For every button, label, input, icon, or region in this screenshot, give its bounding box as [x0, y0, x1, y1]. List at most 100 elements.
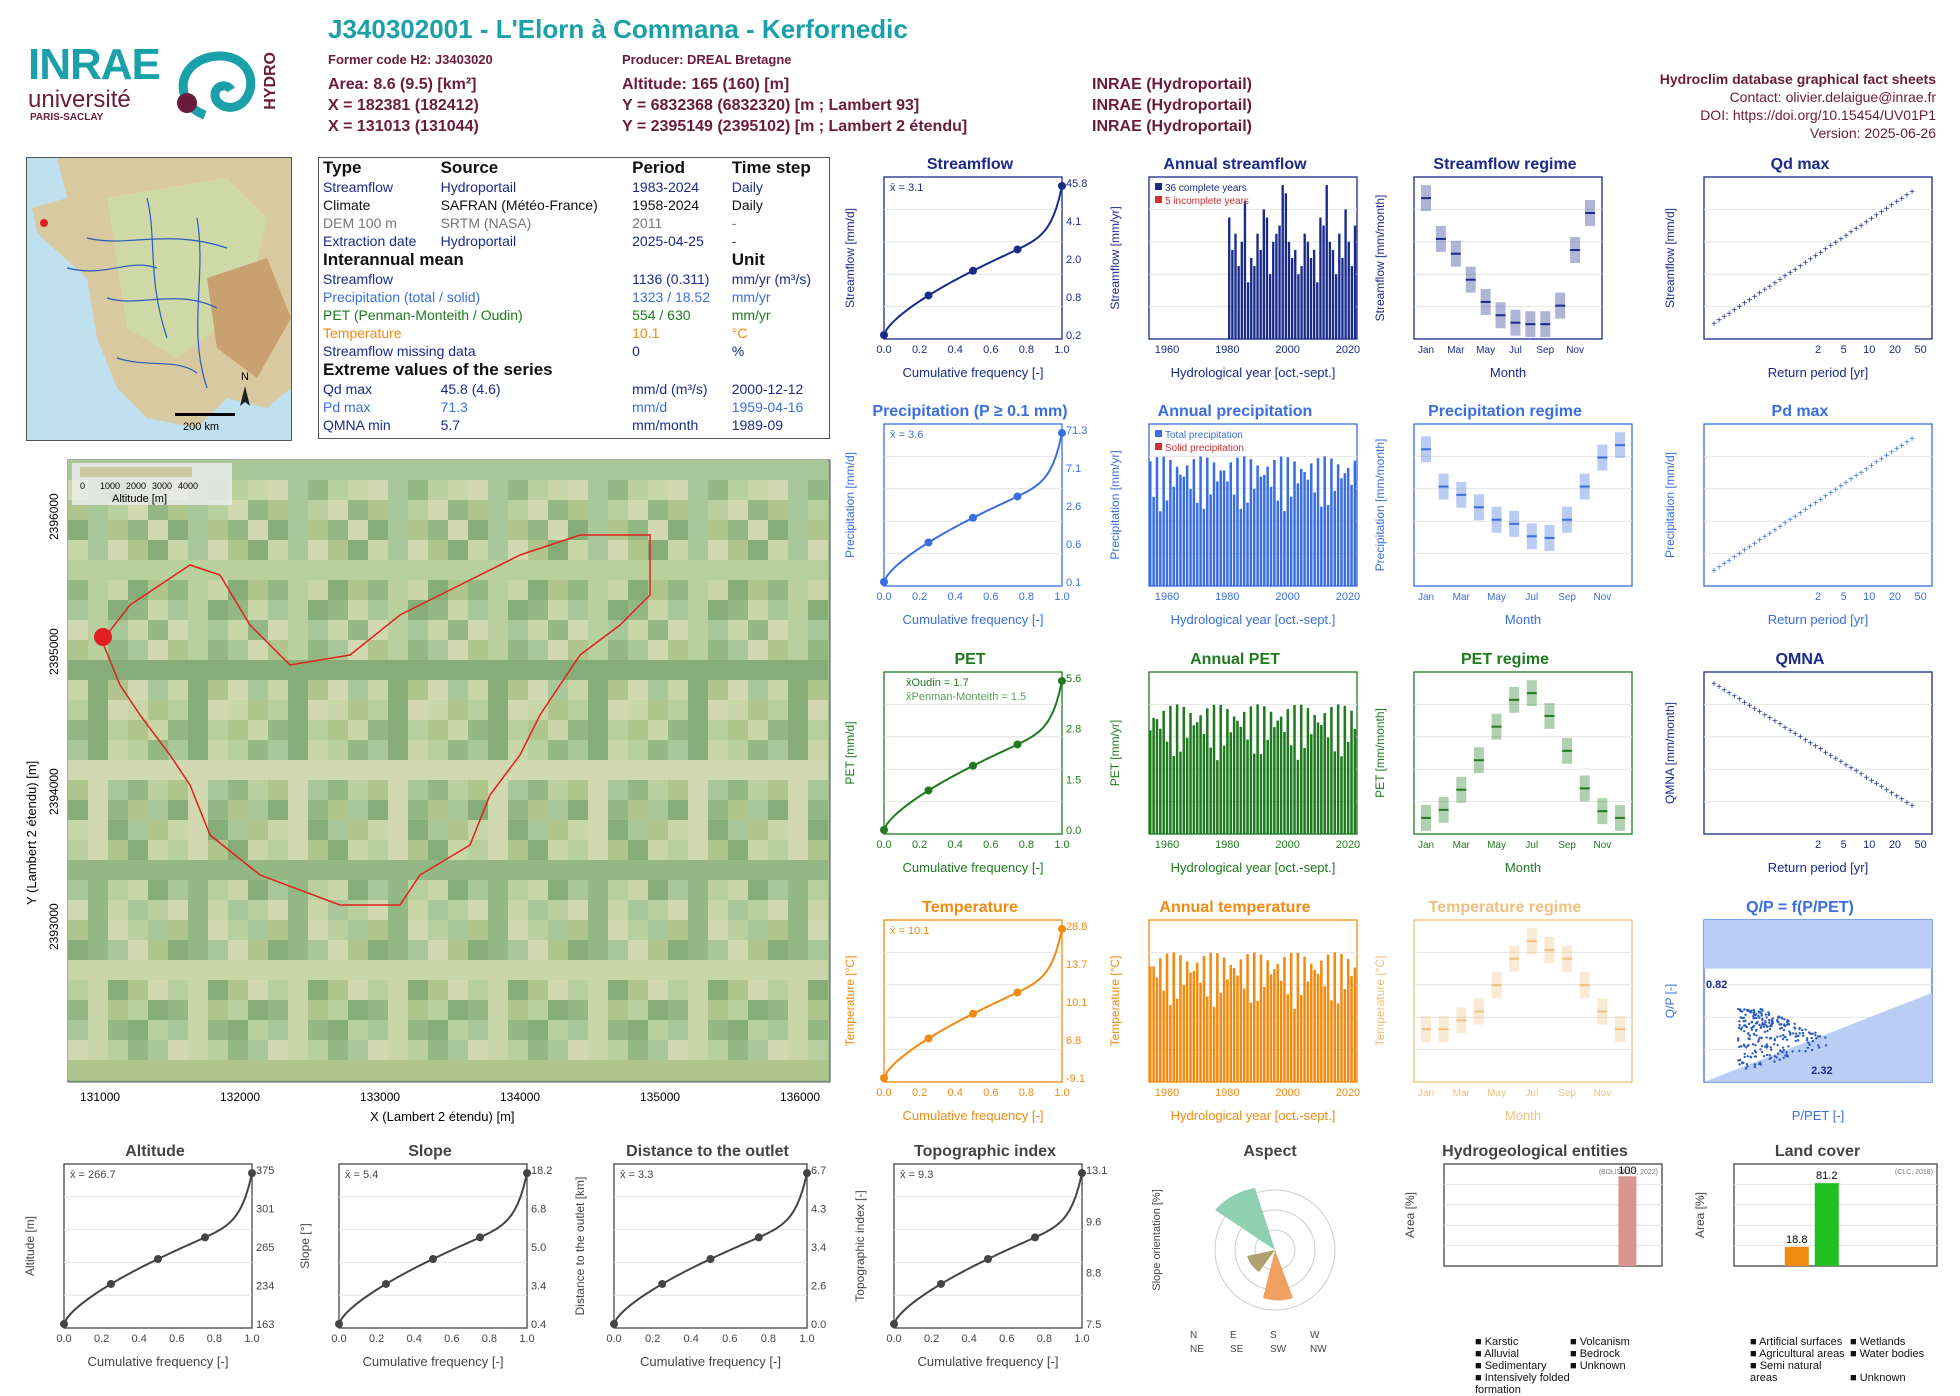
dem-cell — [628, 880, 648, 900]
dem-cell — [528, 900, 548, 920]
slope-xtick: 0.4 — [407, 1333, 422, 1345]
dem-cell — [648, 1060, 668, 1080]
dem-cell — [208, 720, 228, 740]
dem-cell — [348, 980, 368, 1000]
dem-cell — [108, 1060, 128, 1080]
qp-point — [1740, 1045, 1743, 1048]
annual_pet-bar — [1283, 731, 1286, 834]
dem-cell — [788, 640, 808, 660]
dem-cell — [228, 940, 248, 960]
dem-cell — [748, 1060, 768, 1080]
qp-point — [1753, 1065, 1757, 1069]
row-period: 1983-2024 — [632, 179, 700, 195]
dem-cell — [488, 1040, 508, 1060]
dem-cell — [68, 560, 88, 580]
dem-cell — [688, 600, 708, 620]
dem-cell — [68, 760, 88, 780]
doi[interactable]: DOI: https://doi.org/10.15454/UV01P1 — [1700, 107, 1936, 123]
dem-cell — [788, 1000, 808, 1020]
pd_max-point: + — [1742, 546, 1748, 557]
dem-cell — [408, 540, 428, 560]
dem-cell — [148, 680, 168, 700]
dem-cell — [268, 500, 288, 520]
pd_max-point: + — [1884, 451, 1890, 462]
dem-cell — [408, 660, 428, 680]
dem-cell — [668, 900, 688, 920]
dem-cell — [768, 680, 788, 700]
dem-cell — [448, 680, 468, 700]
qp-point — [1753, 1063, 1757, 1066]
dem-cell — [448, 940, 468, 960]
dem-cell — [208, 920, 228, 940]
annual_pet-bar — [1182, 706, 1186, 834]
annual_temperature-bar — [1263, 986, 1266, 1082]
dem-cell — [548, 860, 568, 880]
dem-cell — [248, 960, 268, 980]
dem-cell — [268, 720, 288, 740]
dem-cell — [328, 800, 348, 820]
streamflow-quantile-point — [969, 266, 977, 275]
dem-cell — [748, 680, 768, 700]
landcover-legend-item: ■ Unknown — [1850, 1372, 1906, 1384]
dem-cell — [428, 600, 448, 620]
dem-cell — [748, 580, 768, 600]
dem-cell — [168, 560, 188, 580]
dem-cell — [328, 860, 348, 880]
dem-cell — [488, 660, 508, 680]
dem-cell — [788, 840, 808, 860]
x-lambert2: X = 131013 (131044) — [328, 118, 479, 135]
dem-cell — [628, 840, 648, 860]
dem-cell — [308, 940, 328, 960]
mean-value: 554 / 630 — [632, 307, 691, 323]
qmna-point: + — [1874, 779, 1880, 790]
distance-right-tick: 0.0 — [811, 1319, 826, 1331]
precipitation-quantile-point — [880, 578, 888, 586]
pd_max-point: + — [1762, 532, 1768, 543]
dem-cell — [168, 900, 188, 920]
dem-cell — [468, 1040, 488, 1060]
dem-cell — [388, 920, 408, 940]
dem-xtick: 132000 — [220, 1090, 260, 1104]
topo-right-tick: 8.8 — [1086, 1268, 1101, 1280]
dem-cell — [148, 820, 168, 840]
qmna-point: + — [1762, 710, 1768, 721]
landcover-legend-item: ■ Water bodies — [1850, 1348, 1925, 1360]
dem-cell — [588, 840, 608, 860]
contact[interactable]: Contact: olivier.delaigue@inrae.fr — [1729, 89, 1936, 105]
qp-point — [1738, 1024, 1741, 1027]
dem-cell — [608, 640, 628, 660]
pd_max-point: + — [1823, 492, 1829, 503]
annual_temperature-bar — [1189, 972, 1192, 1082]
annual_pet-bar — [1323, 713, 1326, 834]
dem-cell — [548, 700, 568, 720]
qp-point — [1751, 1052, 1754, 1055]
annual_precipitation-bar — [1182, 476, 1186, 586]
dem-cell — [368, 840, 388, 860]
dem-cell — [608, 1040, 628, 1060]
annual_temperature-bar — [1212, 1007, 1216, 1082]
dem-cell — [688, 860, 708, 880]
temperature-xtick: 0.0 — [876, 1087, 891, 1099]
dem-cell — [308, 1040, 328, 1060]
dem-cell — [688, 740, 708, 760]
annual_pet-bar — [1249, 706, 1253, 834]
annual_precipitation-ylabel: Precipitation [mm/yr] — [1108, 450, 1122, 559]
dem-cell — [228, 760, 248, 780]
annual_precipitation-bar — [1306, 479, 1310, 586]
dem-cell — [548, 820, 568, 840]
qd_max-point: + — [1772, 278, 1778, 289]
annual_pet-bar — [1202, 733, 1206, 834]
pet-quantile-point — [969, 761, 977, 770]
annual_streamflow-bar — [1319, 217, 1322, 339]
dem-cell — [708, 1040, 728, 1060]
producer: Producer: DREAL Bretagne — [622, 52, 792, 67]
dem-cell — [508, 540, 528, 560]
dem-cell — [708, 820, 728, 840]
qp-point — [1765, 1036, 1768, 1039]
qmna-xtick: 50 — [1914, 839, 1926, 851]
topo-right-tick: 13.1 — [1086, 1165, 1107, 1177]
annual_pet-bar — [1175, 704, 1179, 834]
qmna-point: + — [1731, 692, 1737, 703]
dem-cell — [428, 880, 448, 900]
dem-cell — [148, 600, 168, 620]
